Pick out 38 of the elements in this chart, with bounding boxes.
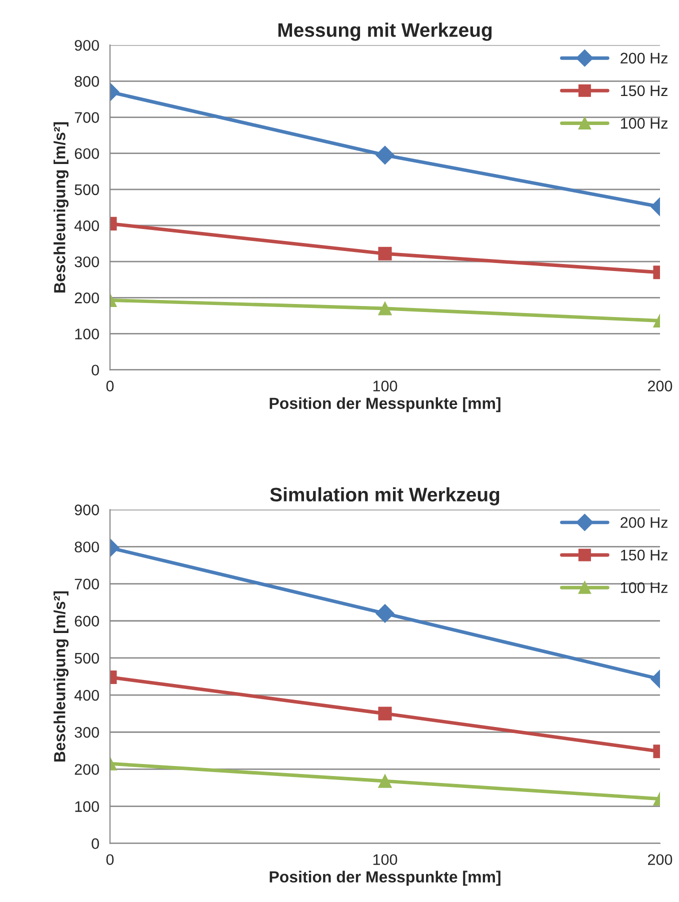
y-axis-title: Beschleunigung [m/s²] bbox=[54, 591, 69, 762]
y-tick-label: 800 bbox=[74, 76, 99, 87]
x-axis-title: Position der Messpunkte [mm] bbox=[270, 870, 500, 886]
chart-title: Simulation mit Werkzeug bbox=[270, 487, 500, 506]
y-tick-label: 400 bbox=[74, 220, 99, 232]
y-tick-label: 600 bbox=[74, 148, 99, 160]
x-tick-label: 200 bbox=[648, 380, 672, 392]
y-tick-label: 900 bbox=[74, 504, 99, 516]
y-tick-label: 100 bbox=[75, 328, 99, 340]
x-tick-label: 0 bbox=[106, 854, 114, 866]
legend-label: 150 Hz bbox=[621, 550, 668, 560]
y-tick-label: 500 bbox=[74, 652, 99, 664]
y-tick-label: 0 bbox=[92, 364, 99, 376]
y-tick-label: 300 bbox=[74, 256, 99, 268]
legend-label: 200 Hz bbox=[620, 517, 668, 528]
y-tick-label: 800 bbox=[74, 542, 99, 552]
legend-label: 100 Hz bbox=[621, 118, 668, 129]
y-tick-label: 900 bbox=[74, 40, 99, 51]
x-axis-title: Position der Messpunkte [mm] bbox=[270, 397, 500, 412]
legend-label: 100 Hz bbox=[621, 582, 668, 594]
y-axis-title: Beschleunigung [m/s²] bbox=[54, 122, 69, 292]
legend-label: 200 Hz bbox=[620, 52, 668, 64]
chart-title: Messung mit Werkzeug bbox=[278, 22, 492, 41]
y-tick-label: 700 bbox=[74, 112, 99, 123]
y-tick-label: 700 bbox=[74, 578, 99, 590]
x-tick-label: 100 bbox=[373, 854, 398, 866]
x-tick-label: 0 bbox=[106, 380, 114, 392]
y-tick-label: 400 bbox=[74, 690, 99, 701]
y-tick-label: 600 bbox=[74, 616, 99, 627]
legend-label: 150 Hz bbox=[621, 85, 668, 96]
y-tick-label: 200 bbox=[74, 292, 99, 304]
x-tick-label: 200 bbox=[648, 854, 672, 866]
x-tick-label: 100 bbox=[373, 380, 398, 392]
y-tick-label: 100 bbox=[75, 801, 99, 812]
y-tick-label: 0 bbox=[92, 838, 99, 850]
y-tick-label: 500 bbox=[74, 184, 99, 196]
y-tick-label: 200 bbox=[74, 764, 99, 775]
y-tick-label: 300 bbox=[74, 726, 99, 738]
